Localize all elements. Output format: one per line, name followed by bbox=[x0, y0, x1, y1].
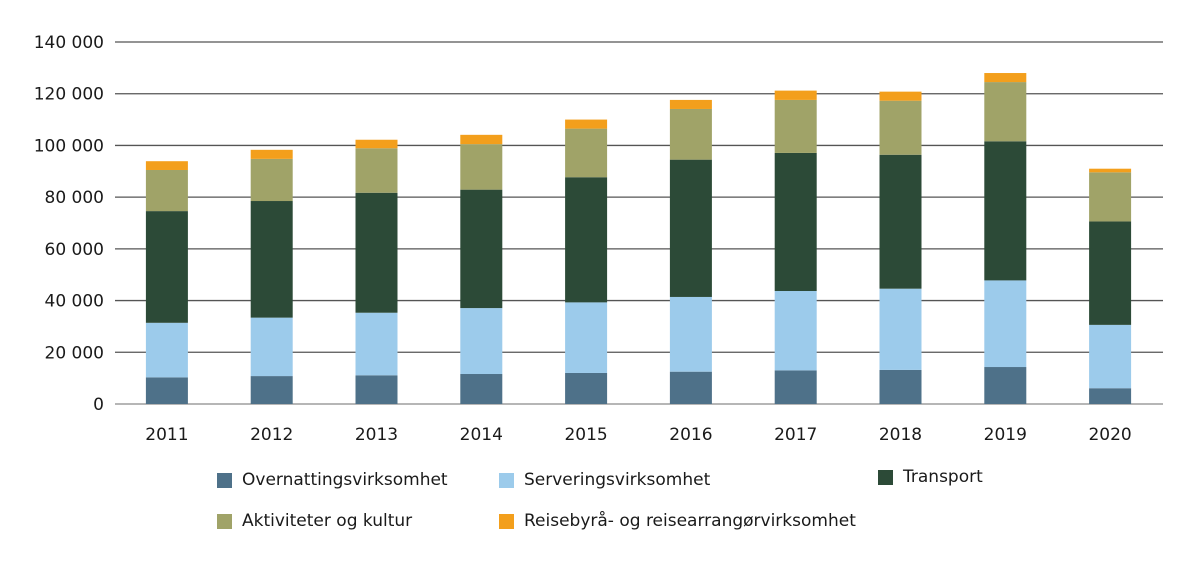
bar-segment-2015-4 bbox=[565, 119, 608, 129]
bar-segment-2011-2 bbox=[145, 211, 188, 323]
legend-item-transport: Transport bbox=[878, 467, 983, 487]
bar-segment-2019-4 bbox=[984, 73, 1027, 83]
bar-segment-2014-2 bbox=[460, 189, 503, 309]
legend-label: Transport bbox=[903, 467, 983, 487]
bar-segment-2011-4 bbox=[145, 161, 188, 170]
bar-segment-2016-1 bbox=[669, 296, 712, 372]
x-tick-label: 2015 bbox=[564, 425, 607, 445]
bar-segment-2012-0 bbox=[250, 376, 293, 404]
bar-segment-2017-3 bbox=[774, 99, 817, 153]
x-tick-label: 2011 bbox=[145, 425, 188, 445]
legend-swatch bbox=[499, 472, 514, 488]
legend-swatch bbox=[878, 469, 893, 485]
bar-segment-2015-2 bbox=[565, 177, 608, 303]
legend-item-reisebyra: Reisebyrå- og reisearrangørvirksomhet bbox=[499, 511, 856, 531]
bar-segment-2013-0 bbox=[355, 375, 398, 404]
y-tick-label: 140 000 bbox=[34, 33, 104, 53]
bar-segment-2011-0 bbox=[145, 377, 188, 404]
bar-segment-2017-0 bbox=[774, 370, 817, 404]
bar-segment-2017-2 bbox=[774, 152, 817, 292]
x-tick-label: 2013 bbox=[355, 425, 398, 445]
legend-item-overnatting: Overnattingsvirksomhet bbox=[217, 470, 448, 490]
legend-label: Reisebyrå- og reisearrangørvirksomhet bbox=[524, 511, 856, 531]
bar-segment-2018-4 bbox=[879, 91, 922, 101]
bar-segment-2019-2 bbox=[984, 141, 1027, 281]
y-axis: 0 20 000 40 000 60 000 80 000 100 000 120 000 1… bbox=[34, 33, 104, 415]
bar-segment-2020-4 bbox=[1089, 168, 1132, 173]
y-tick-label: 0 bbox=[93, 395, 104, 415]
x-tick-label: 2018 bbox=[879, 425, 922, 445]
x-tick-label: 2012 bbox=[250, 425, 293, 445]
bar-segment-2014-3 bbox=[460, 144, 503, 190]
bar-segment-2013-3 bbox=[355, 148, 398, 193]
bar-segment-2016-2 bbox=[669, 159, 712, 297]
bar-segment-2013-1 bbox=[355, 312, 398, 376]
y-tick-label: 60 000 bbox=[45, 240, 104, 260]
x-tick-label: 2016 bbox=[669, 425, 712, 445]
legend-label: Serveringsvirksomhet bbox=[524, 470, 711, 490]
x-axis: 2011 2012 2013 2014 2015 2016 2017 2018 2019 2020 bbox=[145, 425, 1131, 445]
bar-segment-2017-4 bbox=[774, 90, 817, 100]
y-tick-label: 120 000 bbox=[34, 85, 104, 105]
bar-segment-2020-0 bbox=[1089, 388, 1132, 404]
bar-segment-2015-1 bbox=[565, 302, 608, 373]
legend-label: Aktiviteter og kultur bbox=[242, 511, 413, 531]
bar-segment-2012-2 bbox=[250, 201, 293, 318]
bar-segment-2015-3 bbox=[565, 128, 608, 178]
bar-segment-2020-2 bbox=[1089, 221, 1132, 325]
x-tick-label: 2017 bbox=[774, 425, 817, 445]
bar-segment-2014-4 bbox=[460, 134, 503, 145]
legend-swatch bbox=[217, 472, 232, 488]
bar-segment-2014-0 bbox=[460, 374, 503, 404]
bar-segment-2016-4 bbox=[669, 99, 712, 109]
bar-segment-2017-1 bbox=[774, 291, 817, 371]
x-tick-label: 2014 bbox=[460, 425, 503, 445]
bar-segment-2018-0 bbox=[879, 369, 922, 404]
bar-segment-2020-1 bbox=[1089, 324, 1132, 389]
bar-segment-2016-0 bbox=[669, 371, 712, 404]
legend-item-aktiviteter: Aktiviteter og kultur bbox=[217, 511, 412, 531]
legend-swatch bbox=[499, 513, 514, 529]
bar-segment-2015-0 bbox=[565, 372, 608, 404]
legend-item-servering: Serveringsvirksomhet bbox=[499, 470, 710, 490]
x-tick-label: 2019 bbox=[984, 425, 1027, 445]
bar-segment-2012-3 bbox=[250, 158, 293, 202]
bar-segment-2014-1 bbox=[460, 308, 503, 375]
y-tick-label: 100 000 bbox=[34, 136, 104, 156]
legend-swatch bbox=[217, 513, 232, 529]
bar-segment-2018-2 bbox=[879, 154, 922, 289]
bar-segment-2019-0 bbox=[984, 367, 1027, 404]
bar-segment-2016-3 bbox=[669, 108, 712, 160]
bar-segment-2019-3 bbox=[984, 82, 1027, 142]
bar-segment-2011-1 bbox=[145, 322, 188, 378]
x-tick-label: 2020 bbox=[1088, 425, 1131, 445]
bar-segment-2012-1 bbox=[250, 317, 293, 377]
bar-segment-2013-2 bbox=[355, 192, 398, 313]
y-tick-label: 20 000 bbox=[45, 343, 104, 363]
bar-segment-2012-4 bbox=[250, 149, 293, 159]
bar-segment-2020-3 bbox=[1089, 172, 1132, 222]
y-tick-label: 80 000 bbox=[45, 188, 104, 208]
bars bbox=[145, 73, 1132, 404]
bar-segment-2018-3 bbox=[879, 100, 922, 155]
bar-segment-2011-3 bbox=[145, 169, 188, 212]
bar-segment-2013-4 bbox=[355, 139, 398, 149]
y-tick-label: 40 000 bbox=[45, 292, 104, 312]
legend-label: Overnattingsvirksomhet bbox=[242, 470, 448, 490]
bar-segment-2018-1 bbox=[879, 288, 922, 370]
bar-segment-2019-1 bbox=[984, 280, 1027, 368]
